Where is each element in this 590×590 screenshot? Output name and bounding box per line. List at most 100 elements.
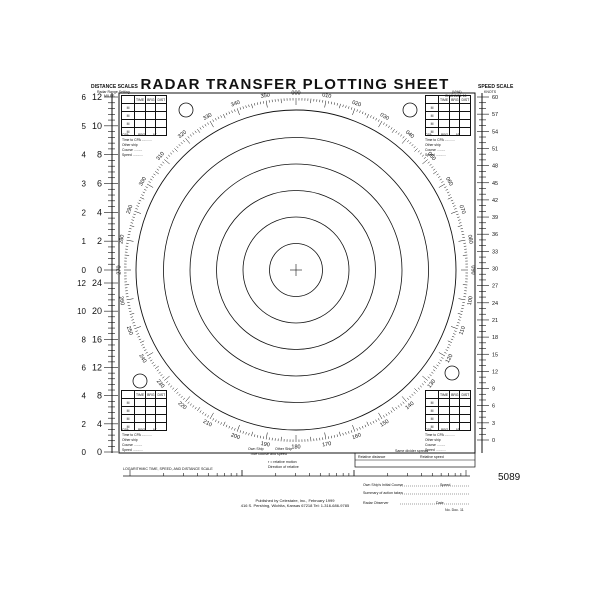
log-scale-ticks	[129, 470, 467, 476]
corner-table-br: TIME BRG DIST M M M M	[425, 390, 472, 431]
bearing-tick	[170, 385, 173, 388]
bearing-tick	[146, 183, 154, 188]
bearing-tick	[257, 435, 259, 438]
row-m: M	[121, 119, 135, 128]
bearing-tick	[460, 228, 463, 230]
speed-label: 21	[492, 318, 498, 324]
relative-speed-label: Relative speed	[420, 455, 444, 459]
direction-relative-label: Direction of relative	[268, 465, 299, 469]
corner-circle-bl	[132, 373, 148, 389]
bearing-tick	[150, 359, 153, 362]
speed-scale-ticks	[477, 96, 489, 441]
cpa-line: Other ship	[425, 438, 441, 442]
bearing-tick	[168, 154, 171, 157]
relative-distance-label: Relative distance	[358, 455, 386, 459]
bearing-tick	[162, 376, 165, 379]
th-brg: BRG	[449, 390, 461, 399]
bearing-tick	[419, 385, 422, 388]
bearing-label: 110	[458, 326, 467, 336]
bearing-tick	[202, 125, 204, 128]
bearing-tick	[172, 387, 175, 390]
cpa-line: CPA ........ BRG ...... AT .....	[425, 133, 466, 137]
range-ring	[163, 137, 429, 403]
bearing-tick	[375, 118, 377, 121]
log-scale-label: LOGARITHMIC TIME, SPEED, AND DISTANCE SC…	[123, 467, 213, 471]
bearing-tick	[458, 298, 466, 301]
bearing-tick	[192, 132, 195, 135]
cpa-block-tl: CPA ........ BRG ...... AT ..... Time to…	[122, 133, 162, 158]
cpa-line: Time to CPA ...........	[425, 138, 455, 142]
bearing-tick	[456, 213, 459, 216]
bearing-tick	[413, 146, 416, 149]
cpa-line: Speed ...........	[122, 153, 144, 157]
bearing-tick	[366, 421, 369, 426]
bearing-tick	[130, 222, 134, 224]
bearing-tick	[187, 136, 190, 139]
bearing-tick	[438, 183, 446, 188]
bearing-tick	[359, 427, 361, 430]
bearing-label: 090	[470, 265, 476, 274]
bearing-tick	[212, 119, 215, 122]
bearing-label: 040	[404, 130, 415, 141]
speed-label: 36	[492, 232, 498, 238]
cpa-line: Time to CPA ...........	[122, 138, 152, 142]
bearing-tick	[209, 412, 214, 420]
miles-label: MILES	[104, 94, 115, 98]
bearing-tick	[345, 105, 347, 108]
bearing-label: 220	[176, 401, 187, 412]
bearing-tick	[401, 138, 407, 144]
bearing-tick	[197, 128, 201, 133]
bearing-tick	[457, 216, 460, 218]
bearing-tick	[174, 148, 178, 152]
bearing-tick	[417, 150, 420, 153]
bearing-tick	[448, 344, 451, 346]
distance-label: 0	[97, 265, 102, 275]
bearing-tick	[447, 197, 452, 200]
distance-alt-label: 4	[82, 151, 87, 160]
bearing-label: 140	[405, 401, 416, 412]
bearing-tick	[242, 106, 244, 109]
bearing-tick	[138, 199, 142, 202]
bearing-tick	[144, 189, 147, 191]
bearing-tick	[432, 168, 436, 171]
bearing-label: 080	[466, 234, 474, 244]
distance-label: 0	[97, 447, 102, 457]
bearing-tick	[199, 127, 202, 130]
bearing-tick	[239, 107, 242, 110]
distance-label: 20	[92, 306, 102, 316]
bearing-tick	[345, 432, 347, 435]
bearing-tick	[154, 171, 159, 175]
bearing-tick	[456, 324, 459, 327]
sheet-number: 5089	[498, 472, 521, 483]
distance-alt-label: 3	[82, 180, 87, 189]
bearing-tick	[172, 150, 175, 153]
bearing-tick	[254, 434, 256, 437]
bearing-tick	[450, 210, 458, 214]
bearing-tick	[162, 161, 165, 164]
bearing-tick	[248, 432, 250, 436]
bearing-label: 010	[322, 92, 332, 100]
bearing-tick	[350, 430, 353, 433]
bearing-tick	[423, 156, 426, 159]
bearing-tick	[148, 181, 151, 183]
bearing-tick	[348, 106, 350, 109]
bearing-tick	[461, 307, 464, 309]
bearing-label: 170	[322, 441, 332, 449]
cpa-line: Speed ...........	[425, 153, 447, 157]
th-time: TIME	[437, 95, 451, 104]
bearing-tick	[217, 116, 220, 120]
bearing-tick	[158, 166, 161, 169]
row-m: M	[121, 406, 135, 415]
bearing-tick	[433, 365, 438, 369]
bearing-tick	[265, 432, 268, 440]
bearing-tick	[134, 326, 142, 330]
bearing-tick	[370, 422, 372, 425]
speed-label: 9	[492, 387, 495, 393]
range-ring	[135, 109, 457, 431]
bearing-tick	[362, 111, 364, 115]
corner-table-tl: TIME BRG DIST M M M M	[121, 95, 168, 136]
bearing-tick	[364, 112, 367, 116]
bearing-label: 320	[177, 130, 188, 141]
plot-frame	[118, 92, 476, 454]
bearing-tick	[454, 330, 457, 332]
